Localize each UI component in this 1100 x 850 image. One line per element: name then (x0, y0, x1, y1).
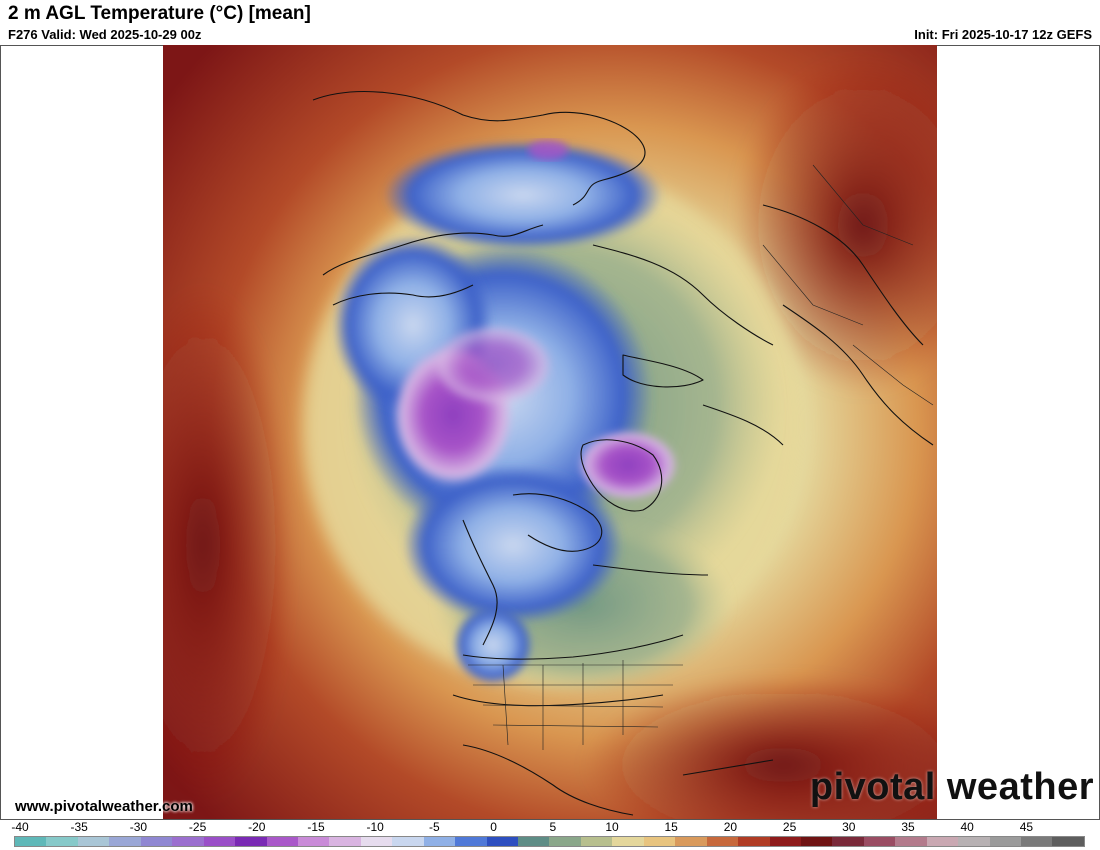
colorbar-tick-label: 20 (723, 820, 738, 834)
colorbar-swatch (738, 837, 770, 846)
valid-time: F276 Valid: Wed 2025-10-29 00z (8, 27, 202, 42)
init-time: Init: Fri 2025-10-17 12z GEFS (914, 27, 1092, 42)
colorbar-tick-label: -5 (429, 820, 440, 834)
colorbar-swatch (423, 837, 456, 846)
colorbar-swatch (455, 837, 487, 846)
colorbar-tick-label: 30 (842, 820, 856, 834)
colorbar-swatch (926, 837, 959, 846)
pivotal-weather-logo: pivotal weather (809, 766, 1094, 808)
colorbar-tick-label: -10 (366, 820, 384, 834)
colorbar-swatch (518, 837, 550, 846)
colorbar-swatch (486, 837, 518, 846)
site-url[interactable]: www.pivotalweather.com (15, 798, 193, 815)
colorbar-swatch (360, 837, 393, 846)
colorbar-swatch (266, 837, 298, 846)
colorbar-swatch (989, 837, 1021, 846)
colorbar-tick-label: -40 (11, 820, 29, 834)
colorbar-swatch (706, 837, 739, 846)
colorbar-swatch (203, 837, 236, 846)
colorbar-swatch (612, 837, 644, 846)
colorbar-swatch (172, 837, 204, 846)
colorbar-swatch (643, 837, 676, 846)
colorbar-tick-label: 35 (901, 820, 915, 834)
header: 2 m AGL Temperature (°C) [mean] F276 Val… (0, 0, 1100, 46)
cold-blue-canada (403, 465, 623, 625)
colorbar-tick-label: 15 (664, 820, 678, 834)
temperature-map[interactable] (163, 45, 937, 819)
colorbar-swatch (329, 837, 361, 846)
frigid-purple-greenland (578, 430, 678, 500)
colorbar-swatch (15, 837, 47, 846)
cold-blue-siberia (383, 140, 663, 250)
colorbar-swatch (1052, 837, 1084, 846)
cold-blue-rockies (453, 605, 533, 685)
colorbar-tick-label: 45 (1019, 820, 1034, 834)
colorbar-swatch (549, 837, 581, 846)
colorbar-swatch (895, 837, 927, 846)
frigid-purple-central (433, 325, 553, 405)
political-borders (468, 164, 934, 750)
colorbar-swatch (140, 837, 173, 846)
colorbar-tick-label: -15 (307, 820, 325, 834)
colorbar-swatch (832, 837, 864, 846)
hot-region-pacific (163, 285, 293, 805)
colorbar-swatch (580, 837, 613, 846)
coastlines (312, 91, 934, 816)
hot-region-atlantic (583, 675, 937, 819)
colorbar-swatch (46, 837, 78, 846)
colorbar-swatch (958, 837, 990, 846)
colorbar-tick-label: 40 (960, 820, 974, 834)
colorbar-tick-label: -25 (188, 820, 207, 834)
map-title: 2 m AGL Temperature (°C) [mean] (8, 3, 311, 24)
hot-region-asia (733, 55, 937, 395)
colorbar-swatch (769, 837, 801, 846)
colorbar-tick-label: 10 (605, 820, 619, 834)
colorbar-swatch (297, 837, 330, 846)
colorbar-tick-label: 5 (549, 820, 557, 834)
colorbar-swatch (863, 837, 896, 846)
colorbar-tick-label: -30 (129, 820, 148, 834)
colorbar-tick-label: 0 (490, 820, 497, 834)
frigid-purple-east-siberia (528, 140, 568, 160)
colorbar-tick-labels: -40 -35 -30 -25 -20 -15 -10 -5 0 5 10 15 20 25 30 35 40 4… (0, 820, 1100, 834)
colorbar-swatch (392, 837, 424, 846)
colorbar-tick-label: -35 (70, 820, 88, 834)
colorbar-swatch (675, 837, 707, 846)
colorbar-swatch (109, 837, 141, 846)
colorbar-swatch (1021, 837, 1053, 846)
colorbar-swatch (77, 837, 110, 846)
colorbar-swatch (235, 837, 267, 846)
colorbar-swatch (800, 837, 833, 846)
colorbar-tick-label: 25 (782, 820, 797, 834)
colorbar-tick-label: -20 (248, 820, 266, 834)
colorbar (14, 836, 1085, 847)
